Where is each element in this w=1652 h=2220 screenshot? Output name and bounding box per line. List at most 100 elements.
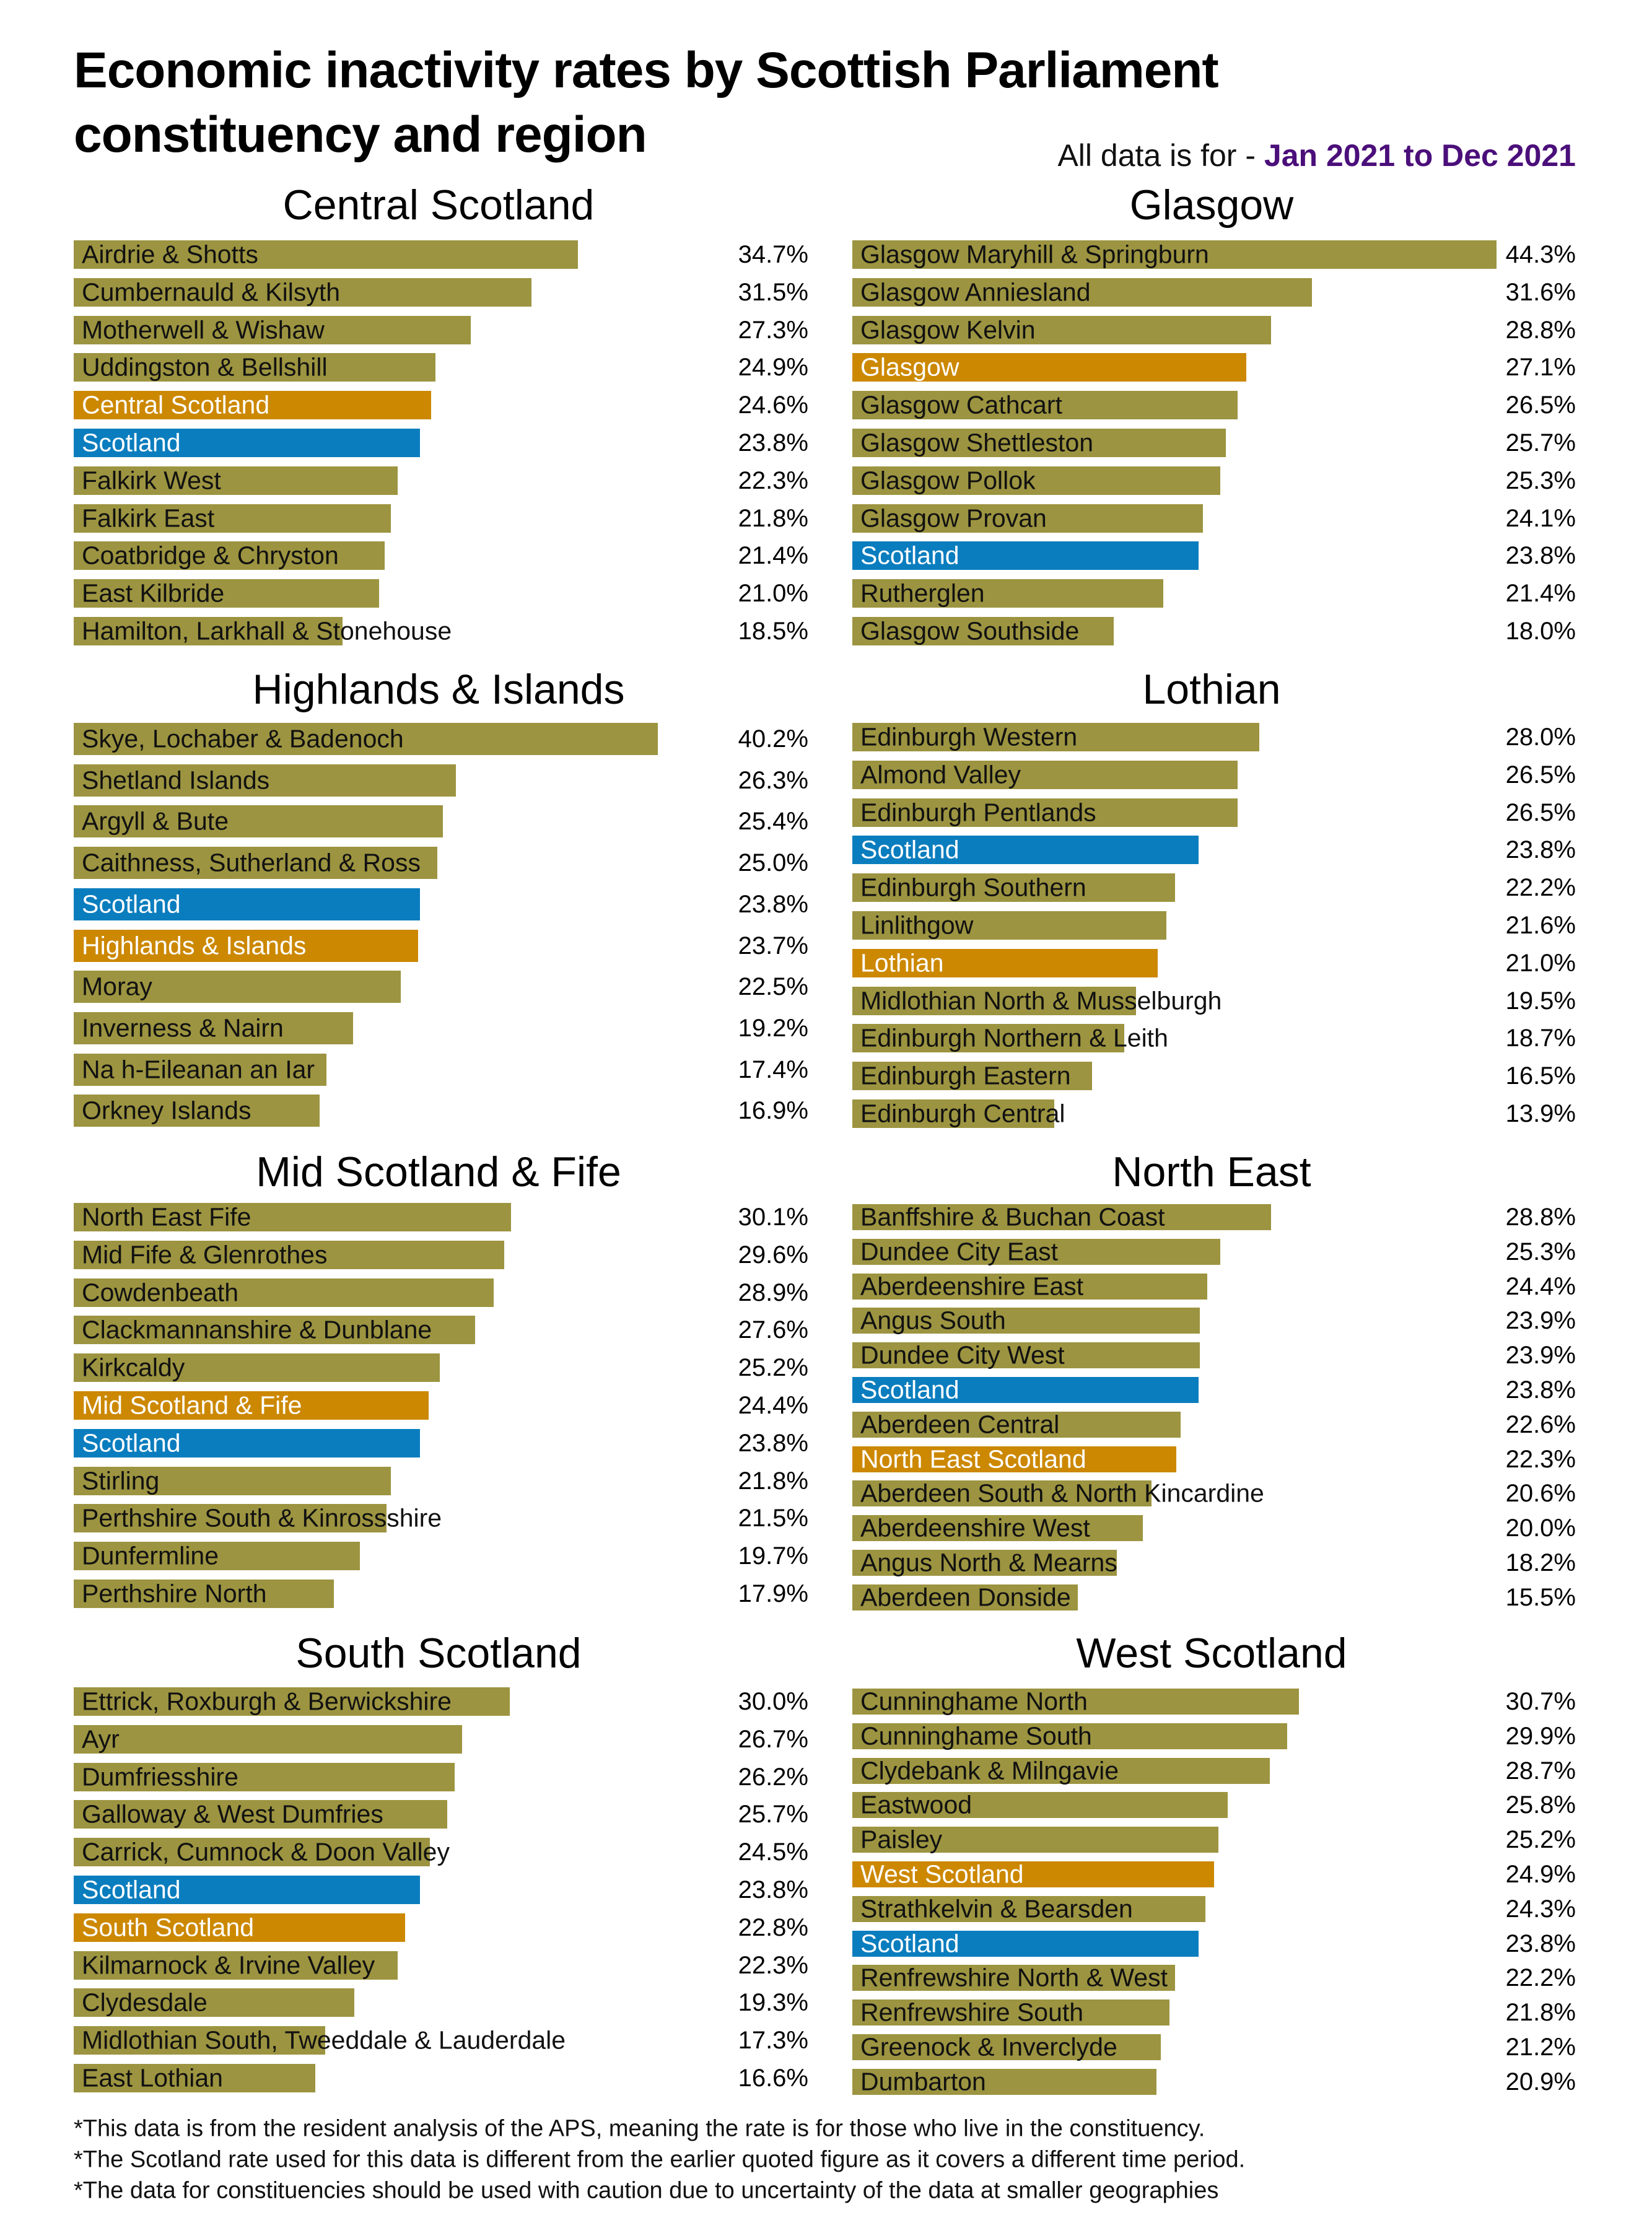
value-label: 25.3% <box>1505 1238 1576 1265</box>
bar-constituency <box>74 1012 353 1044</box>
bar-label: Highlands & Islands <box>82 931 307 959</box>
title-line-2: constituency and region <box>74 107 647 163</box>
bar-label: Cowdenbeath <box>82 1278 239 1307</box>
bar-label: Perthshire North <box>82 1579 267 1608</box>
bar-constituency <box>852 617 1114 645</box>
bar-region <box>74 929 419 962</box>
bar-label: Galloway & West Dumfries <box>82 1799 383 1829</box>
bar-constituency <box>852 1723 1287 1749</box>
data-period: All data is for - Jan 2021 to Dec 2021 <box>1057 138 1576 173</box>
bar-constituency <box>852 1411 1181 1438</box>
bar-region <box>74 1913 406 1942</box>
bar-constituency <box>852 911 1166 940</box>
bar-constituency <box>74 1466 391 1495</box>
bar-label: Lothian <box>860 948 944 977</box>
footnote: *The data for constituencies should be u… <box>74 2177 1219 2204</box>
bar-constituency <box>852 1689 1299 1715</box>
bar-constituency <box>74 2026 326 2055</box>
value-label: 18.5% <box>738 618 808 645</box>
value-label: 27.3% <box>738 316 808 344</box>
value-label: 44.3% <box>1505 241 1576 268</box>
value-label: 18.7% <box>1505 1025 1576 1052</box>
bar-label: Perthshire South & Kinrossshire <box>82 1503 442 1532</box>
bar-label: Paisley <box>860 1825 943 1854</box>
bar-constituency <box>852 278 1312 307</box>
bar-scotland <box>852 1930 1199 1957</box>
bar-constituency <box>852 1827 1219 1853</box>
bar-scotland <box>74 888 420 920</box>
value-label: 29.6% <box>738 1241 808 1269</box>
bar-region <box>852 353 1247 382</box>
bar-label: Edinburgh Western <box>860 722 1078 751</box>
bar-label: Aberdeenshire West <box>860 1513 1090 1542</box>
bar-label: Dundee City West <box>860 1340 1065 1370</box>
value-label: 22.3% <box>738 466 808 494</box>
bar-label: Aberdeen Donside <box>860 1583 1071 1612</box>
bar-constituency <box>74 1988 354 2017</box>
bar-constituency <box>852 986 1136 1015</box>
bar-label: Edinburgh Pentlands <box>860 798 1096 827</box>
value-label: 27.6% <box>738 1316 808 1344</box>
value-label: 17.9% <box>738 1580 808 1607</box>
value-label: 21.4% <box>738 542 808 570</box>
bar-label: Airdrie & Shotts <box>82 240 258 269</box>
value-label: 22.6% <box>1505 1410 1576 1438</box>
bar-constituency <box>852 240 1497 269</box>
value-label: 26.7% <box>738 1725 808 1753</box>
value-label: 17.3% <box>738 2027 808 2055</box>
bar-label: Angus South <box>860 1306 1006 1335</box>
bar-label: Glasgow Provan <box>860 504 1047 533</box>
footnote: *This data is from the resident analysis… <box>74 2115 1205 2142</box>
value-label: 30.1% <box>738 1204 808 1231</box>
bar-label: Dumfriesshire <box>82 1762 238 1791</box>
bar-constituency <box>74 1762 455 1791</box>
value-label: 24.1% <box>1505 504 1576 532</box>
bar-constituency <box>852 466 1220 495</box>
bar-constituency <box>74 847 437 880</box>
bar-constituency <box>74 1240 504 1269</box>
bar-constituency <box>852 315 1271 344</box>
value-label: 26.3% <box>738 766 808 794</box>
value-label: 20.0% <box>1505 1514 1576 1542</box>
value-label: 31.5% <box>738 278 808 306</box>
bar-label: South Scotland <box>82 1913 255 1942</box>
bar-constituency <box>74 1580 334 1608</box>
bar-label: Clydebank & Milngavie <box>860 1756 1119 1785</box>
value-label: 19.3% <box>738 1989 808 2017</box>
bar-constituency <box>852 2068 1156 2095</box>
bar-label: Banffshire & Buchan Coast <box>860 1202 1165 1231</box>
value-label: 26.5% <box>1505 798 1576 826</box>
bar-constituency <box>74 1504 387 1533</box>
bar-constituency <box>852 1480 1152 1507</box>
bar-constituency <box>852 429 1226 457</box>
bar-label: Scotland <box>860 1375 959 1404</box>
bar-label: Edinburgh Northern & Leith <box>860 1023 1168 1052</box>
value-label: 17.4% <box>738 1055 808 1083</box>
bar-constituency <box>74 1353 440 1383</box>
bar-constituency <box>852 723 1260 751</box>
bar-label: Glasgow Kelvin <box>860 315 1036 344</box>
bar-label: Edinburgh Southern <box>860 873 1086 902</box>
bar-constituency <box>74 1724 462 1754</box>
value-label: 15.5% <box>1505 1583 1576 1611</box>
bar-label: East Lothian <box>82 2063 223 2092</box>
value-label: 13.9% <box>1505 1100 1576 1127</box>
bar-constituency <box>74 805 444 838</box>
value-label: 27.1% <box>1505 354 1576 382</box>
footnote: *The Scotland rate used for this data is… <box>74 2146 1246 2173</box>
bar-label: Scotland <box>82 1428 181 1457</box>
value-label: 24.5% <box>738 1838 808 1866</box>
bar-constituency <box>74 723 658 755</box>
panel-title: Glasgow <box>1129 181 1294 229</box>
bar-label: Scotland <box>860 835 959 864</box>
value-label: 25.4% <box>738 808 808 836</box>
bar-label: Caithness, Sutherland & Ross <box>82 848 421 877</box>
bar-label: Glasgow Maryhill & Springburn <box>860 240 1209 269</box>
bar-scotland <box>852 1377 1199 1403</box>
bar-label: Glasgow Anniesland <box>860 278 1091 307</box>
bar-label: Glasgow <box>860 352 959 382</box>
value-label: 24.9% <box>1505 1861 1576 1888</box>
value-label: 21.0% <box>1505 949 1576 977</box>
bar-region <box>852 948 1158 977</box>
value-label: 21.6% <box>1505 912 1576 939</box>
